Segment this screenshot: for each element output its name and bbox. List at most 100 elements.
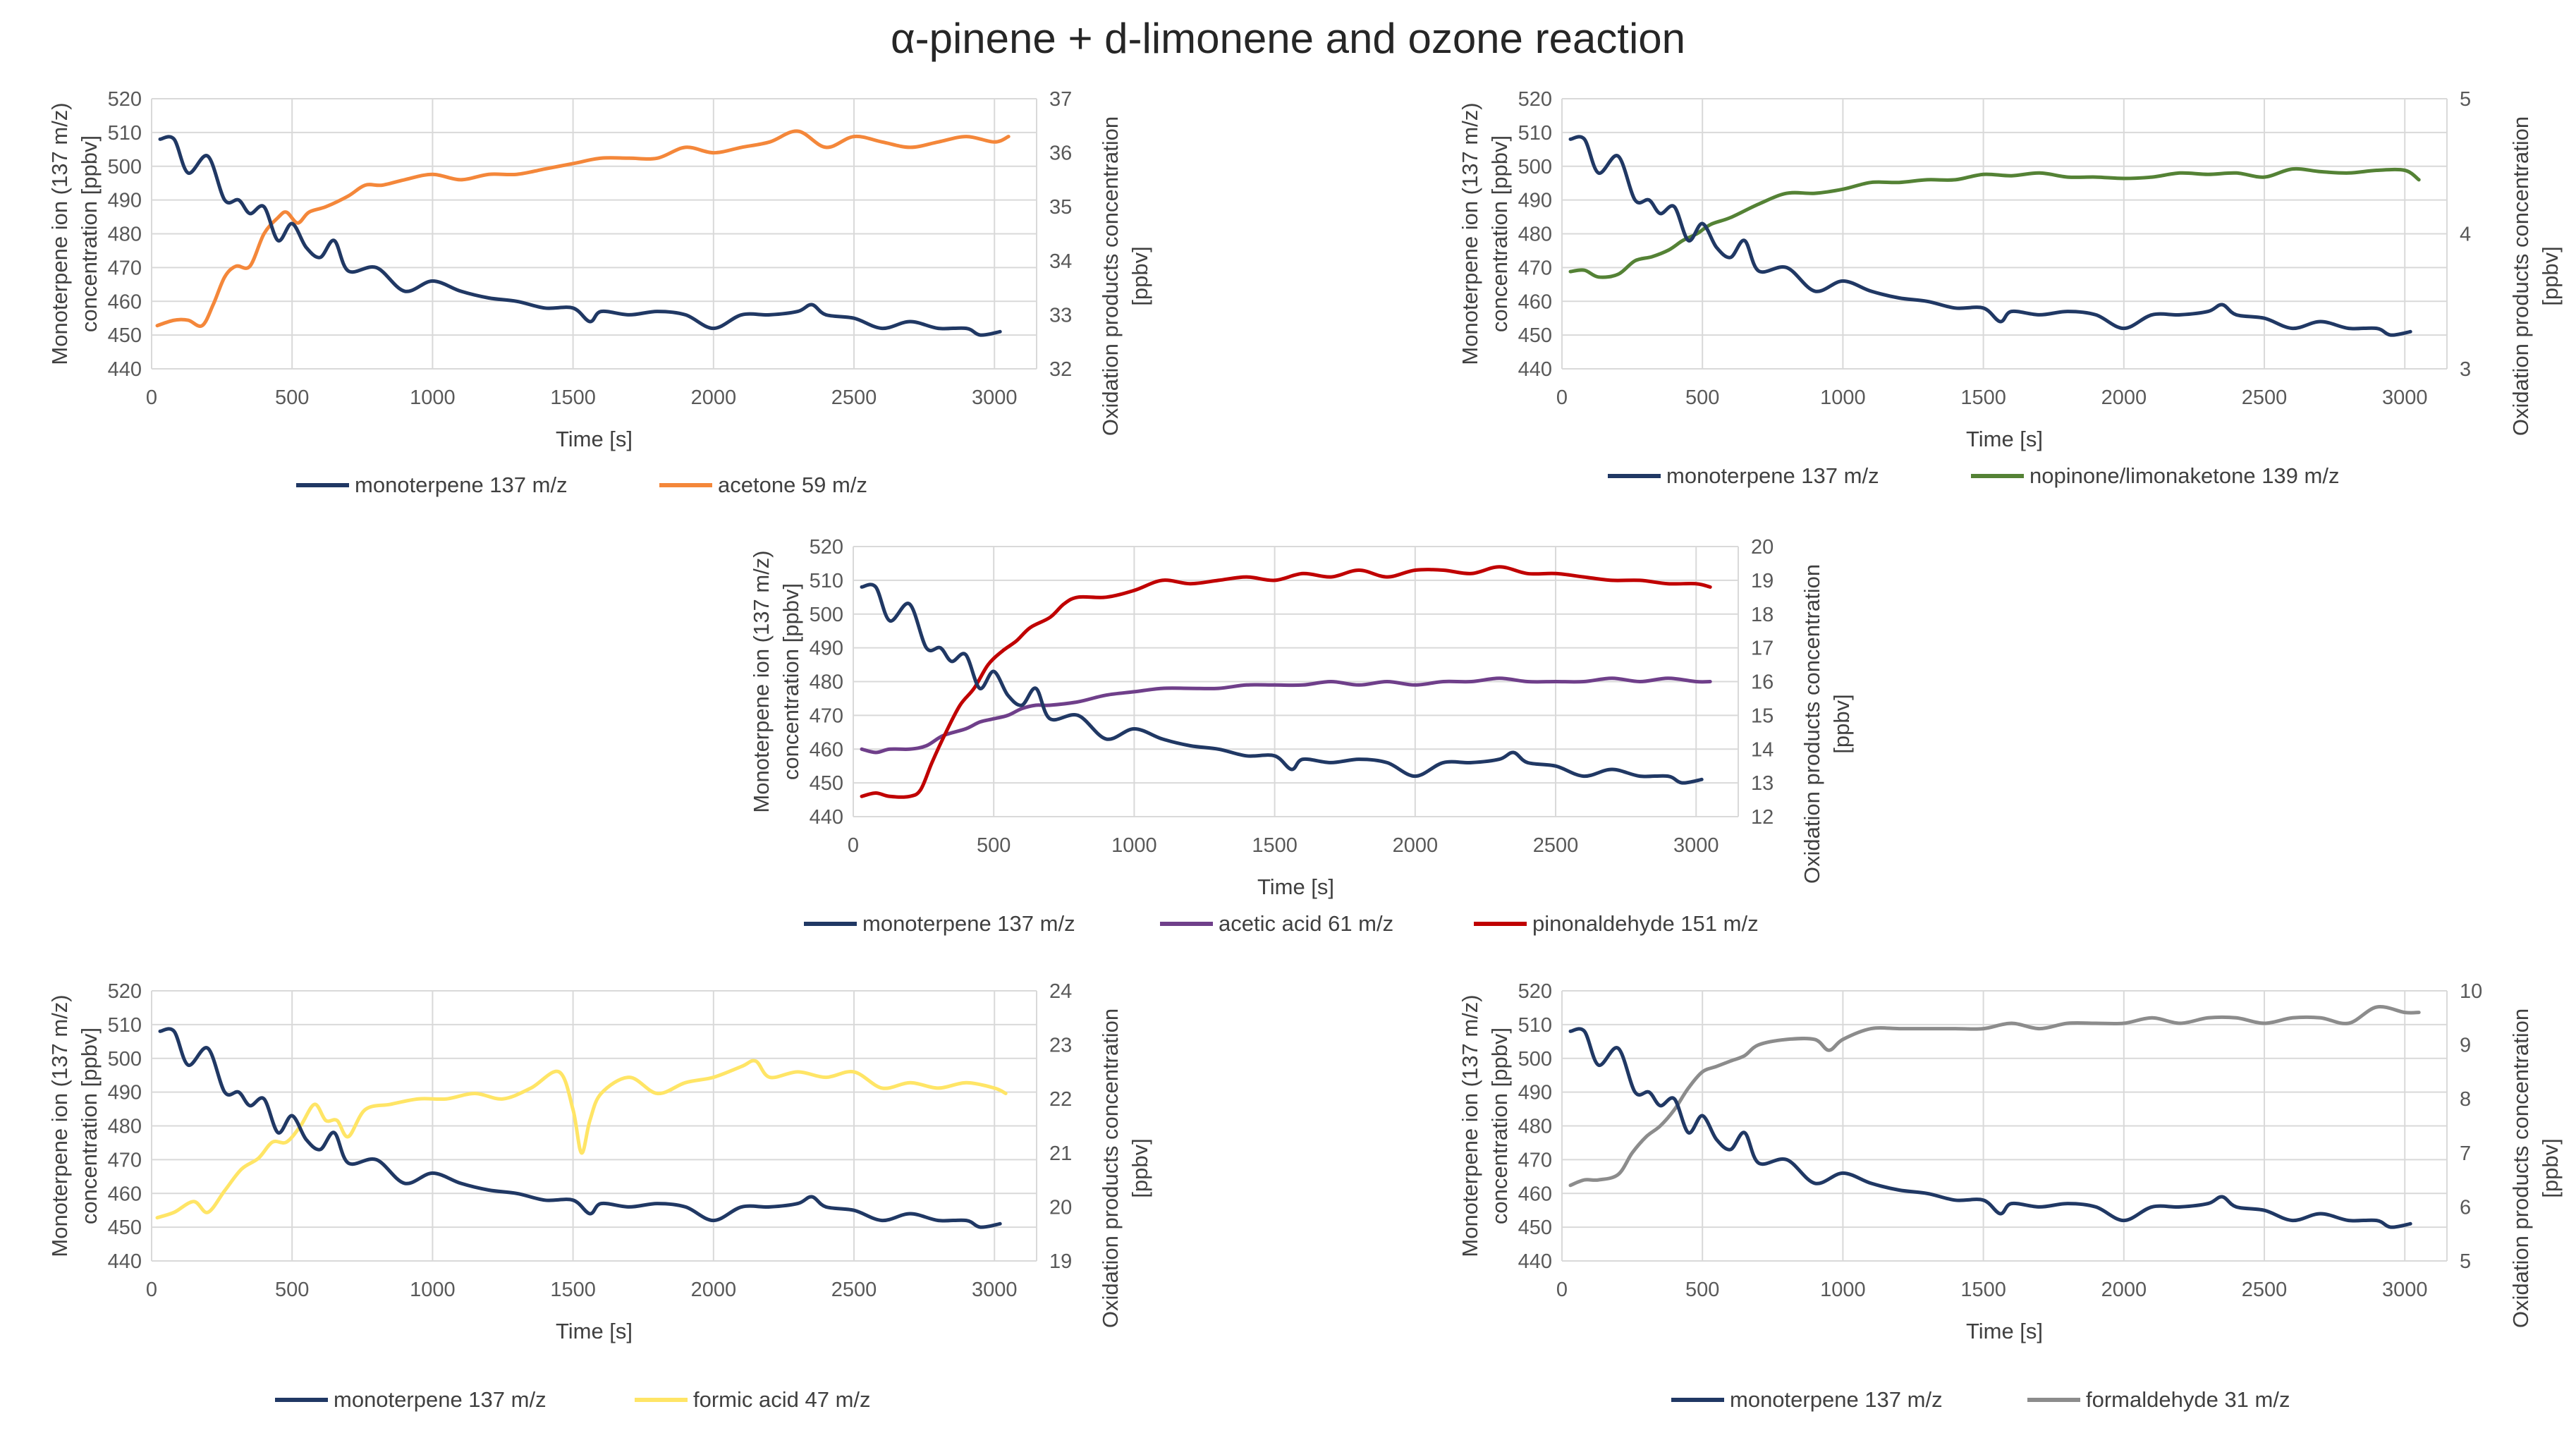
- x-tick-label: 1000: [410, 1279, 456, 1301]
- y-right-tick-label: 35: [1049, 196, 1072, 219]
- figure-title: α-pinene + d-limonene and ozone reaction: [890, 15, 1686, 62]
- series-line: [860, 583, 1704, 785]
- y-left-tick-label: 440: [810, 806, 843, 829]
- legend-label: nopinone/limonaketone 139 m/z: [2029, 463, 2339, 488]
- y-left-axis-title: Monoterpene ion (137 m/z) concentration […: [749, 550, 803, 812]
- legend-label: monoterpene 137 m/z: [1666, 463, 1879, 488]
- y-left-tick-label: 490: [1518, 190, 1552, 212]
- x-tick-label: 1000: [1820, 386, 1866, 409]
- x-tick-label: 500: [275, 386, 309, 409]
- y-right-tick-label: 20: [1751, 536, 1774, 559]
- y-right-tick-label: 13: [1751, 772, 1774, 795]
- x-tick-label: 3000: [1673, 834, 1719, 857]
- x-tick-label: 2000: [1393, 834, 1439, 857]
- x-tick-label: 1000: [1111, 834, 1157, 857]
- x-tick-label: 2500: [831, 1279, 877, 1301]
- y-left-tick-label: 500: [108, 156, 142, 178]
- legend-label: formic acid 47 m/z: [693, 1387, 871, 1412]
- legend-label: acetone 59 m/z: [718, 472, 867, 497]
- y-left-tick-label: 480: [1518, 1116, 1552, 1138]
- y-left-tick-label: 470: [1518, 1149, 1552, 1171]
- y-left-tick-label: 490: [108, 190, 142, 212]
- y-right-tick-label: 34: [1049, 250, 1072, 273]
- legend-label: monoterpene 137 m/z: [334, 1387, 547, 1412]
- series-line: [158, 1027, 1002, 1229]
- y-left-tick-label: 440: [108, 358, 142, 381]
- chart-svg: 440 450 460 470 480 490 500 510 520 19 20 21 22 23 24 0…: [47, 980, 1152, 1412]
- series-line: [155, 129, 1011, 329]
- y-right-tick-label: 5: [2460, 1250, 2471, 1273]
- y-right-tick-label: 7: [2460, 1142, 2471, 1165]
- series-line: [1568, 1005, 2421, 1188]
- y-right-tick-label: 17: [1751, 638, 1774, 660]
- x-tick-label: 1000: [410, 386, 456, 409]
- x-tick-label: 3000: [2382, 386, 2428, 409]
- x-tick-label: 2500: [1533, 834, 1579, 857]
- y-right-tick-label: 20: [1049, 1196, 1072, 1219]
- y-right-axis-title: Oxidation products concentration [ppbv]: [1800, 564, 1854, 884]
- x-tick-label: 500: [1685, 1279, 1719, 1301]
- chart-formic-acid: 440 450 460 470 480 490 500 510 520 19 20 21 22 23 24 0…: [0, 963, 1199, 1428]
- y-left-tick-label: 470: [810, 705, 843, 727]
- y-left-tick-label: 490: [108, 1082, 142, 1104]
- y-right-tick-label: 19: [1751, 570, 1774, 592]
- chart-nopinone: 440 450 460 470 480 490 500 510 520 3 4 5 0 500 1000 15…: [1407, 71, 2576, 522]
- chart-svg: 440 450 460 470 480 490 500 510 520 5 6 7 8 9 10 0 500 10…: [1458, 980, 2563, 1412]
- y-right-tick-label: 19: [1049, 1250, 1072, 1273]
- y-left-tick-label: 500: [810, 604, 843, 626]
- x-tick-label: 3000: [972, 386, 1018, 409]
- y-right-tick-label: 12: [1751, 806, 1774, 829]
- y-right-tick-label: 14: [1751, 738, 1774, 761]
- y-right-tick-label: 24: [1049, 980, 1072, 1003]
- legend-label: pinonaldehyde 151 m/z: [1532, 911, 1759, 936]
- y-right-tick-label: 32: [1049, 358, 1072, 381]
- y-left-tick-label: 470: [1518, 257, 1552, 279]
- x-tick-label: 2000: [691, 386, 737, 409]
- y-left-axis-title: Monoterpene ion (137 m/z) concentration […: [1458, 102, 1512, 365]
- x-tick-label: 0: [1556, 1279, 1568, 1301]
- y-left-tick-label: 480: [108, 1116, 142, 1138]
- y-right-axis-title: Oxidation products concentration [ppbv]: [2508, 1008, 2563, 1328]
- x-tick-label: 1500: [1960, 1279, 2006, 1301]
- y-left-tick-label: 510: [108, 1014, 142, 1037]
- x-tick-label: 3000: [972, 1279, 1018, 1301]
- series-line: [1568, 166, 2421, 279]
- y-left-tick-label: 440: [1518, 1250, 1552, 1273]
- y-left-tick-label: 510: [1518, 122, 1552, 145]
- y-left-axis-title: Monoterpene ion (137 m/z) concentration […: [1458, 994, 1512, 1257]
- chart-svg: 440 450 460 470 480 490 500 510 520 32 33 34 35 36 37 0…: [47, 88, 1152, 497]
- series-line: [860, 676, 1712, 755]
- chart-pinonaldehyde: 440 450 460 470 480 490 500 510 520 12 13 14 15 16 17 1…: [702, 518, 1900, 970]
- x-tick-label: 1500: [550, 386, 596, 409]
- chart-acetone: 440 450 460 470 480 490 500 510 520 32 33 34 35 36 37 0…: [0, 71, 1199, 522]
- y-left-tick-label: 520: [1518, 980, 1552, 1003]
- x-tick-label: 0: [146, 386, 157, 409]
- y-left-tick-label: 510: [108, 122, 142, 145]
- y-left-tick-label: 510: [810, 570, 843, 592]
- y-left-tick-label: 470: [108, 257, 142, 279]
- legend-label: acetic acid 61 m/z: [1219, 911, 1393, 936]
- y-left-tick-label: 520: [108, 980, 142, 1003]
- chart-svg: 440 450 460 470 480 490 500 510 520 12 13 14 15 16 17 1…: [749, 536, 1854, 936]
- x-tick-label: 0: [146, 1279, 157, 1301]
- y-right-tick-label: 9: [2460, 1035, 2471, 1057]
- y-left-tick-label: 500: [108, 1048, 142, 1071]
- y-left-tick-label: 460: [1518, 1183, 1552, 1205]
- y-left-tick-label: 460: [108, 291, 142, 313]
- y-right-tick-label: 18: [1751, 604, 1774, 626]
- x-tick-label: 500: [977, 834, 1011, 857]
- x-tick-label: 2000: [691, 1279, 737, 1301]
- x-tick-label: 2500: [2242, 386, 2288, 409]
- y-left-tick-label: 520: [108, 88, 142, 111]
- series-line: [158, 135, 1002, 337]
- legend-label: monoterpene 137 m/z: [355, 472, 568, 497]
- y-left-tick-label: 500: [1518, 1048, 1552, 1071]
- series-line: [155, 1059, 1008, 1220]
- series-line: [860, 565, 1712, 799]
- y-left-tick-label: 450: [810, 772, 843, 795]
- x-tick-label: 1500: [550, 1279, 596, 1301]
- x-tick-label: 500: [1685, 386, 1719, 409]
- legend-label: formaldehyde 31 m/z: [2086, 1387, 2290, 1412]
- y-right-axis-title: Oxidation products concentration [ppbv]: [2508, 116, 2563, 436]
- y-right-axis-title: Oxidation products concentration [ppbv]: [1098, 1008, 1152, 1328]
